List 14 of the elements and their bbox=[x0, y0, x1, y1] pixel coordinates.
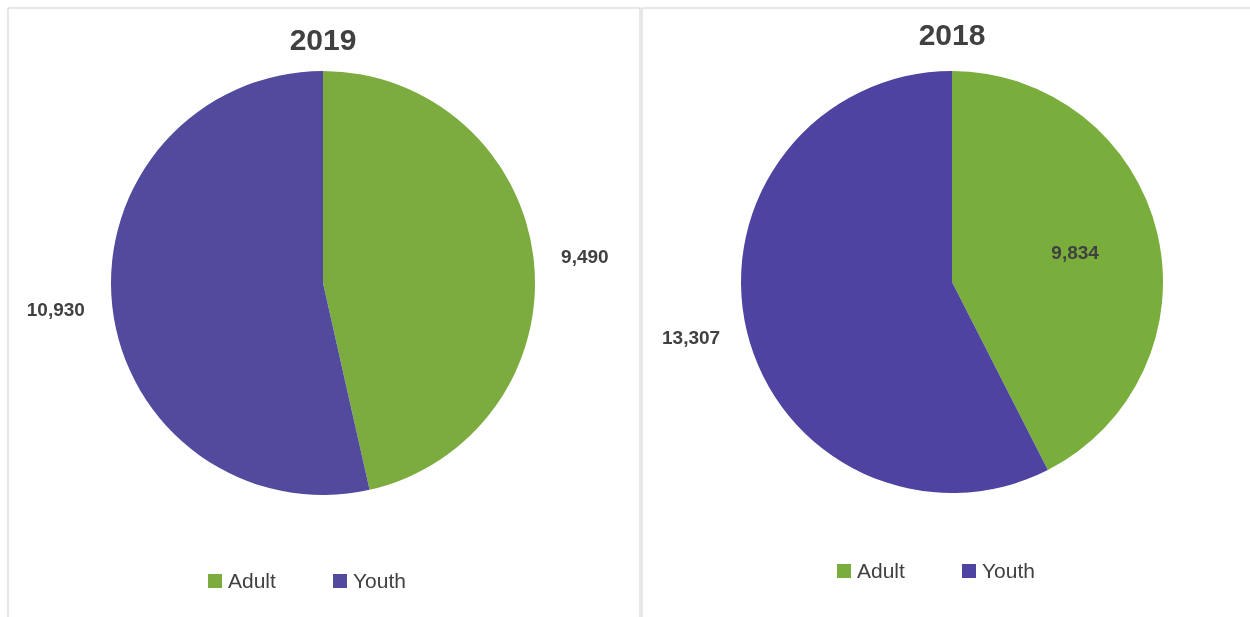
legend-label: Adult bbox=[228, 569, 277, 593]
legend-label: Youth bbox=[982, 559, 1035, 583]
pie-slice bbox=[952, 71, 1163, 470]
data-label: 9,834 bbox=[1051, 242, 1100, 264]
pie-slice bbox=[323, 71, 535, 490]
chart-title: 2018 bbox=[918, 18, 986, 51]
data-label: 9,490 bbox=[561, 246, 609, 268]
pie-slice bbox=[741, 71, 1048, 493]
chart-title: 2019 bbox=[289, 23, 357, 56]
data-label: 13,307 bbox=[662, 327, 721, 349]
pie-slice bbox=[111, 71, 370, 495]
legend-label: Adult bbox=[857, 559, 906, 583]
data-label: 10,930 bbox=[26, 299, 85, 321]
legend-label: Youth bbox=[353, 569, 406, 593]
